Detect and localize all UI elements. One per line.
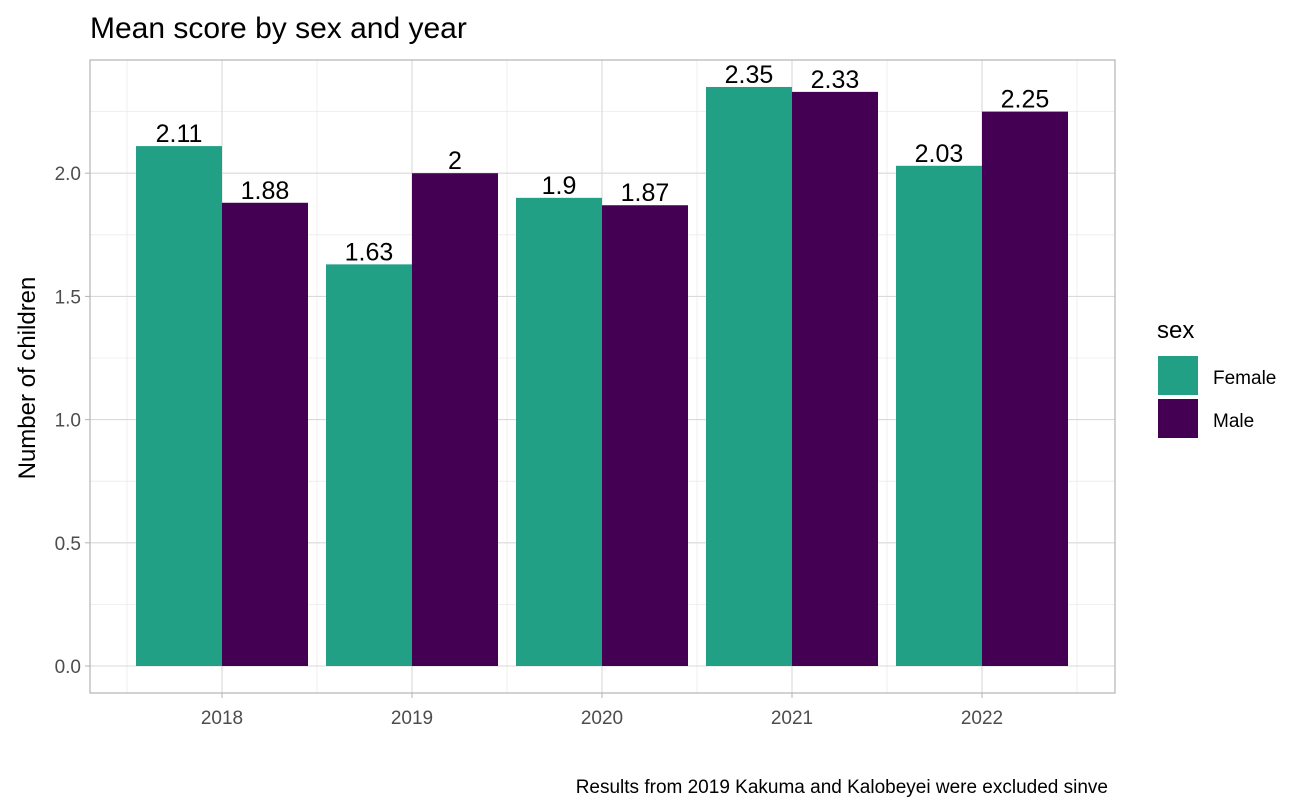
data-label-male-2019: 2	[448, 147, 462, 175]
x-tick-label-2022: 2022	[961, 708, 1003, 729]
y-tick-label-4: 2.0	[55, 164, 81, 185]
data-label-male-2018: 1.88	[241, 177, 290, 205]
chart-caption: Results from 2019 Kakuma and Kalobeyei w…	[576, 777, 1108, 798]
legend-label-male: Male	[1213, 411, 1254, 432]
bar-male-2021	[792, 91, 878, 666]
data-label-male-2020: 1.87	[621, 179, 670, 207]
data-label-female-2020: 1.9	[542, 172, 577, 200]
bars	[136, 86, 1068, 667]
y-axis-ticks: 0.0 0.5 1.0 1.5 2.0	[55, 164, 90, 678]
bar-female-2020	[516, 197, 602, 666]
bar-female-2019	[326, 264, 412, 666]
bar-female-2021	[706, 86, 792, 666]
x-axis-ticks: 2018 2019 2020 2021 2022	[201, 693, 1003, 729]
chart-title: Mean score by sex and year	[90, 12, 467, 45]
data-label-male-2022: 2.25	[1001, 86, 1050, 114]
x-tick-label-2020: 2020	[581, 708, 623, 729]
data-label-female-2022: 2.03	[915, 140, 964, 168]
y-tick-label-2: 1.0	[55, 411, 81, 432]
bar-male-2018	[222, 202, 308, 666]
bar-male-2022	[982, 111, 1068, 667]
y-tick-label-0: 0.0	[55, 657, 81, 678]
legend: sex Female Male	[1157, 317, 1276, 438]
x-tick-label-2019: 2019	[391, 708, 433, 729]
legend-key-male	[1158, 399, 1198, 438]
y-tick-label-1: 0.5	[55, 534, 81, 555]
bar-female-2018	[136, 146, 222, 666]
data-label-female-2021: 2.35	[725, 61, 774, 89]
legend-title: sex	[1157, 317, 1194, 344]
plot-panel: 2.11 1.88 1.63 2 1.9 1.87 2.35 2.33 2.03 2.25	[89, 59, 1116, 694]
legend-key-female	[1158, 356, 1198, 395]
x-tick-label-2021: 2021	[771, 708, 813, 729]
x-tick-label-2018: 2018	[201, 708, 243, 729]
data-label-male-2021: 2.33	[811, 66, 860, 94]
bar-male-2020	[602, 205, 688, 666]
data-label-female-2019: 1.63	[345, 238, 394, 266]
data-label-female-2018: 2.11	[156, 120, 203, 148]
bar-male-2019	[412, 173, 498, 666]
legend-label-female: Female	[1213, 368, 1276, 389]
y-axis-label: Number of children	[14, 277, 41, 480]
data-labels: 2.11 1.88 1.63 2 1.9 1.87 2.35 2.33 2.03 2.25	[156, 61, 1050, 266]
bar-female-2022	[896, 165, 982, 667]
y-tick-label-3: 1.5	[55, 287, 81, 308]
